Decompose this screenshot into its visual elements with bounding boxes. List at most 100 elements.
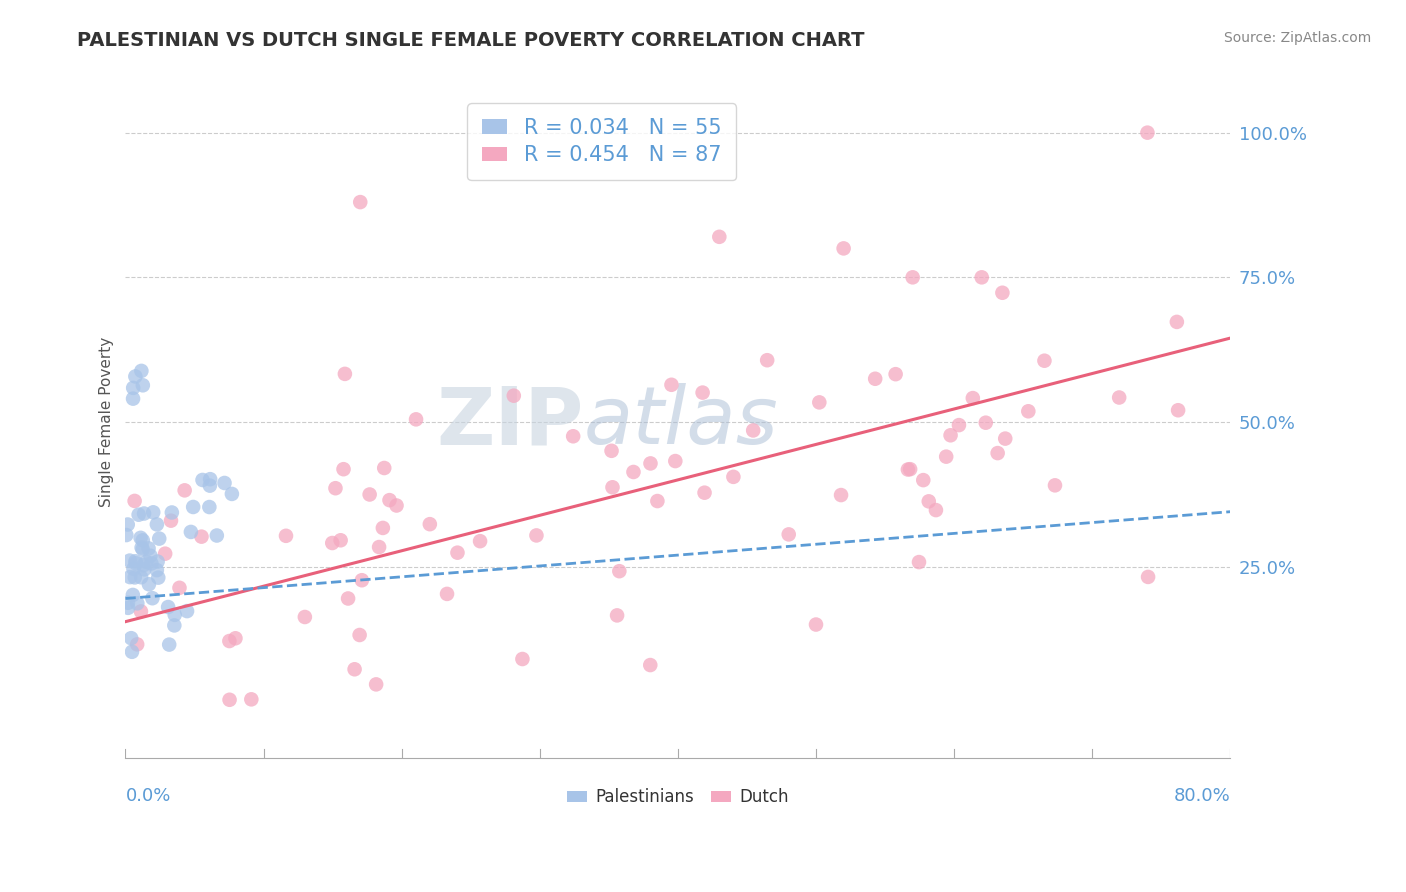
Point xyxy=(898,462,921,476)
Point xyxy=(198,472,221,486)
Point xyxy=(157,638,180,652)
Point xyxy=(214,475,236,490)
Point xyxy=(321,536,343,550)
Point xyxy=(117,600,139,615)
Point xyxy=(884,367,907,381)
Point xyxy=(606,608,628,623)
Point xyxy=(132,507,155,521)
Point xyxy=(368,540,391,554)
Point xyxy=(120,631,142,645)
Point xyxy=(138,577,160,591)
Point xyxy=(121,645,143,659)
Point xyxy=(692,385,714,400)
Point xyxy=(205,528,228,542)
Point xyxy=(602,480,624,494)
Point xyxy=(124,494,146,508)
Point xyxy=(190,530,212,544)
Point xyxy=(664,454,686,468)
Point xyxy=(436,587,458,601)
Point xyxy=(925,503,948,517)
Point xyxy=(325,481,347,495)
Point xyxy=(124,570,146,584)
Point xyxy=(132,558,155,573)
Point xyxy=(405,412,427,426)
Point xyxy=(142,505,165,519)
Point xyxy=(121,588,143,602)
Text: 80.0%: 80.0% xyxy=(1174,787,1230,805)
Point xyxy=(117,596,139,610)
Point xyxy=(918,494,941,508)
Point xyxy=(349,628,371,642)
Point xyxy=(723,470,745,484)
Point xyxy=(350,573,373,587)
Point xyxy=(337,591,360,606)
Point xyxy=(163,607,186,622)
Point xyxy=(146,555,169,569)
Point xyxy=(970,270,993,285)
Point xyxy=(127,637,149,651)
Point xyxy=(1017,404,1039,418)
Point xyxy=(146,563,169,577)
Point xyxy=(808,395,831,409)
Point xyxy=(163,618,186,632)
Point xyxy=(129,531,152,545)
Point xyxy=(180,524,202,539)
Point xyxy=(127,596,149,610)
Point xyxy=(148,571,170,585)
Point xyxy=(908,555,931,569)
Point xyxy=(131,364,153,378)
Point xyxy=(638,658,661,673)
Point xyxy=(198,500,221,514)
Point xyxy=(359,487,381,501)
Point xyxy=(122,562,145,576)
Point xyxy=(385,499,408,513)
Point xyxy=(468,534,491,549)
Point xyxy=(1167,403,1189,417)
Point xyxy=(169,581,191,595)
Point xyxy=(994,432,1017,446)
Point xyxy=(135,555,157,569)
Point xyxy=(371,521,394,535)
Point xyxy=(129,570,152,584)
Point xyxy=(218,634,240,648)
Point xyxy=(693,485,716,500)
Point xyxy=(661,377,683,392)
Point xyxy=(218,693,240,707)
Point xyxy=(647,494,669,508)
Point xyxy=(139,549,162,563)
Text: 0.0%: 0.0% xyxy=(125,787,172,805)
Point xyxy=(148,532,170,546)
Point xyxy=(1166,315,1188,329)
Point xyxy=(131,541,153,555)
Point xyxy=(329,533,352,548)
Point xyxy=(294,610,316,624)
Point xyxy=(948,418,970,433)
Point xyxy=(991,285,1014,300)
Point xyxy=(160,506,183,520)
Point xyxy=(240,692,263,706)
Point xyxy=(962,391,984,405)
Point xyxy=(640,457,662,471)
Point xyxy=(224,632,246,646)
Point xyxy=(623,465,645,479)
Point xyxy=(804,617,827,632)
Point xyxy=(419,517,441,532)
Point xyxy=(373,461,395,475)
Point xyxy=(134,562,156,576)
Point xyxy=(181,500,204,514)
Point xyxy=(1136,126,1159,140)
Point xyxy=(562,429,585,443)
Text: PALESTINIAN VS DUTCH SINGLE FEMALE POVERTY CORRELATION CHART: PALESTINIAN VS DUTCH SINGLE FEMALE POVER… xyxy=(77,31,865,50)
Point xyxy=(830,488,852,502)
Point xyxy=(742,424,765,438)
Point xyxy=(832,241,855,255)
Point xyxy=(526,528,548,542)
Point xyxy=(778,527,800,541)
Point xyxy=(122,381,145,395)
Legend: Palestinians, Dutch: Palestinians, Dutch xyxy=(561,781,796,814)
Point xyxy=(1108,391,1130,405)
Point xyxy=(1137,570,1160,584)
Point xyxy=(935,450,957,464)
Point xyxy=(117,517,139,532)
Point xyxy=(378,493,401,508)
